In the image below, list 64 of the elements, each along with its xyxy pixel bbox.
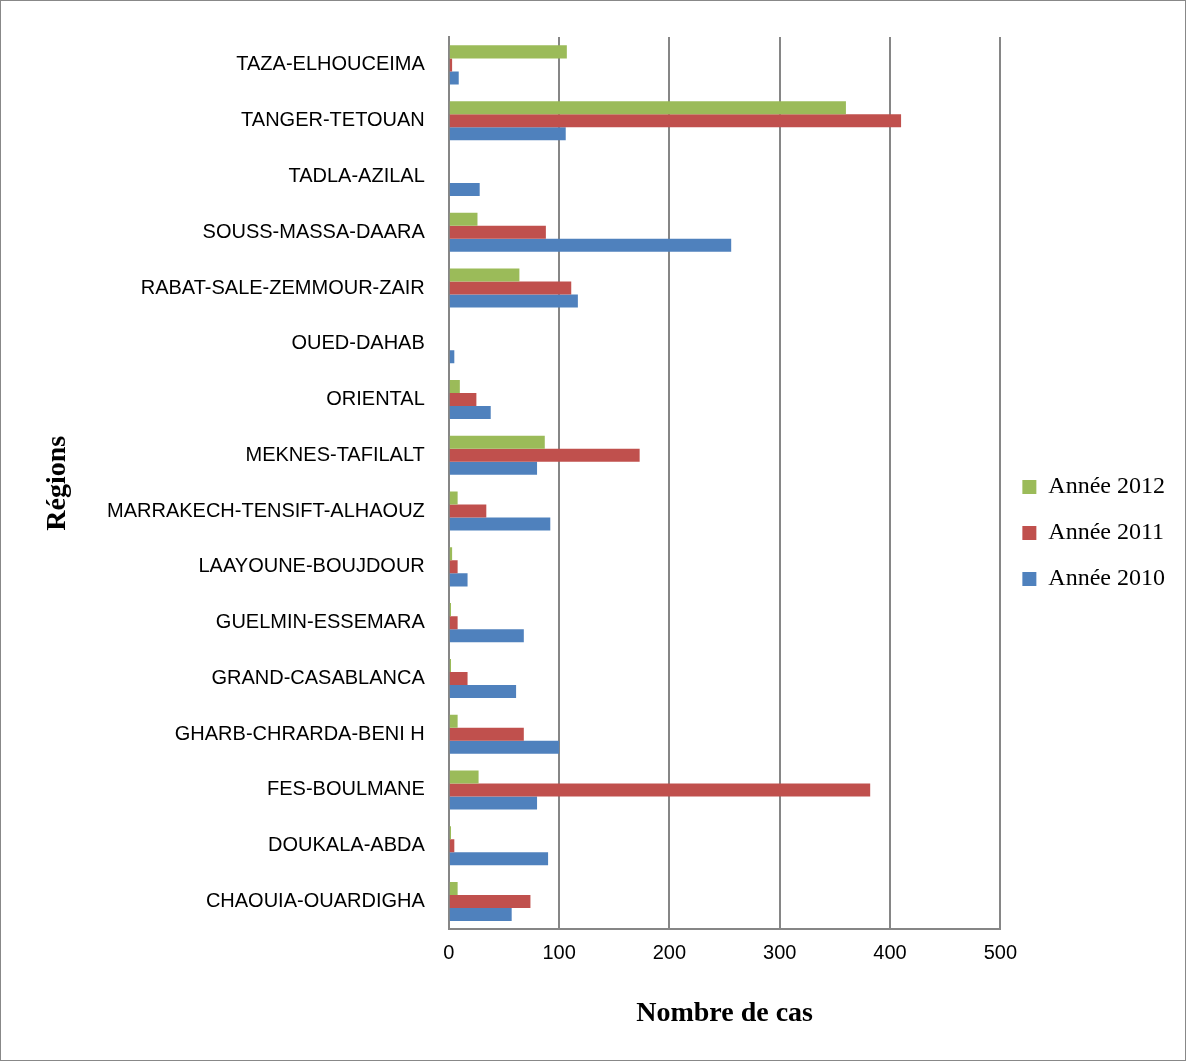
- bar: [449, 71, 459, 85]
- bar: [449, 616, 458, 630]
- y-tick-label: TANGER-TETOUAN: [241, 108, 425, 131]
- y-tick-label: ORIENTAL: [326, 387, 425, 410]
- x-tick-label: 100: [542, 940, 576, 963]
- bar: [449, 783, 871, 797]
- bar: [449, 182, 480, 196]
- bar: [449, 268, 520, 282]
- bar: [449, 714, 458, 728]
- y-tick-label: TADLA-AZILAL: [288, 163, 425, 186]
- bar: [449, 684, 517, 698]
- bar: [449, 238, 732, 252]
- bar: [449, 727, 524, 741]
- y-tick-label: GHARB-CHRARDA-BENI H: [174, 721, 425, 744]
- y-tick-label: GUELMIN-ESSEMARA: [215, 610, 426, 633]
- bar: [449, 225, 546, 239]
- bar: [449, 852, 549, 866]
- bar: [449, 796, 538, 810]
- bar: [449, 573, 468, 587]
- bar: [449, 448, 640, 462]
- x-tick-label: 400: [873, 940, 907, 963]
- x-tick-label: 300: [763, 940, 797, 963]
- y-tick-label: GRAND-CASABLANCA: [211, 665, 426, 688]
- y-tick-label: DOUKALA-ABDA: [268, 833, 426, 856]
- bar: [449, 461, 538, 475]
- bar: [449, 101, 846, 115]
- y-tick-label: MEKNES-TAFILALT: [245, 442, 425, 465]
- bar: [449, 127, 566, 141]
- x-tick-label: 200: [652, 940, 687, 963]
- y-tick-label: OUED-DAHAB: [291, 331, 425, 354]
- y-tick-label: LAAYOUNE-BOUJDOUR: [198, 554, 425, 577]
- bar: [449, 380, 460, 394]
- legend-label: Année 2011: [1048, 518, 1165, 545]
- bar: [449, 895, 531, 909]
- bar: [449, 517, 551, 531]
- bar: [449, 393, 477, 407]
- y-axis-title: Régions: [40, 435, 72, 531]
- bar: [449, 406, 491, 420]
- bar: [449, 881, 458, 896]
- bar: [449, 435, 545, 449]
- bar: [449, 504, 487, 518]
- bar: [449, 770, 479, 784]
- bar: [449, 671, 468, 685]
- bar: [449, 560, 458, 574]
- bar: [449, 45, 567, 59]
- bar: [449, 281, 572, 295]
- y-tick-label: FES-BOULMANE: [266, 777, 425, 800]
- legend-label: Année 2012: [1048, 472, 1165, 499]
- y-tick-label: CHAOUIA-OUARDIGHA: [205, 889, 426, 912]
- y-tick-label: TAZA-ELHOUCEIMA: [236, 52, 426, 75]
- x-tick-label: 0: [443, 940, 455, 963]
- bar: [449, 294, 578, 308]
- y-tick-label: SOUSS-MASSA-DAARA: [202, 219, 426, 242]
- y-tick-label: RABAT-SALE-ZEMMOUR-ZAIR: [140, 275, 425, 298]
- x-axis-title: Nombre de cas: [636, 996, 814, 1028]
- bar: [449, 114, 902, 128]
- bar: [449, 629, 524, 643]
- bar: [449, 212, 478, 226]
- bar: [449, 491, 458, 505]
- legend-label: Année 2010: [1048, 564, 1165, 591]
- bar: [449, 908, 512, 922]
- bar: [449, 740, 560, 754]
- x-tick-label: 500: [983, 940, 1018, 963]
- y-tick-label: MARRAKECH-TENSIFT-ALHAOUZ: [106, 498, 425, 521]
